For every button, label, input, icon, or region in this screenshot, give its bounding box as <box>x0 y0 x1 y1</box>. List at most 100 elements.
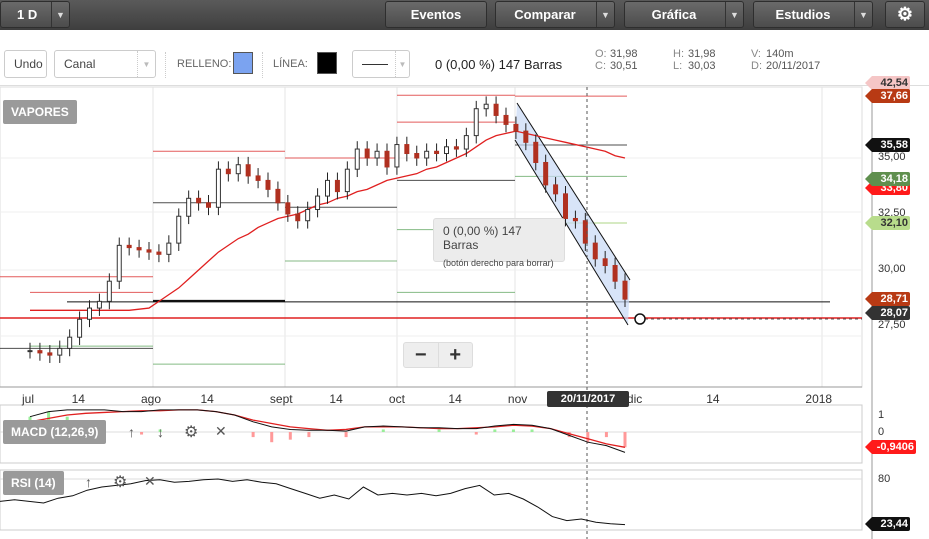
price-tag: 42,54 <box>865 75 910 90</box>
rsi-label: RSI (14) <box>3 471 64 495</box>
time-axis-label: 14 <box>200 392 214 406</box>
chart-type-button[interactable]: Gráfica ▼ <box>624 1 744 28</box>
candle-body <box>275 188 281 204</box>
time-axis-label: ago <box>141 392 162 406</box>
candle-body <box>136 247 142 251</box>
candle-body <box>394 144 400 168</box>
macd-pane <box>0 404 863 464</box>
candle-body <box>126 244 132 249</box>
measure-readout: 0 (0,00 %) 147 Barras <box>435 57 563 72</box>
line-label: LÍNEA: <box>273 58 308 70</box>
candle-body <box>265 179 271 190</box>
candle-body <box>523 130 529 143</box>
candle-body <box>453 146 459 150</box>
candle-body <box>186 197 192 217</box>
gear-icon: ⚙ <box>896 4 914 24</box>
macd-histogram-bar <box>381 429 385 432</box>
macd-histogram-bar <box>567 432 571 438</box>
events-label: Eventos <box>410 7 462 22</box>
price-axis-label: 30,00 <box>878 263 906 275</box>
price-tag: 34,18 <box>865 172 910 187</box>
chevron-down-icon: ▼ <box>854 2 872 27</box>
arrow-down-icon[interactable]: ↓ <box>157 424 164 440</box>
ohlc-high-low: H: 31,98 L: 30,03 <box>673 48 716 72</box>
tooltip-line1: 0 (0,00 %) 147 Barras <box>443 224 522 252</box>
macd-axis-label: 0 <box>878 426 885 438</box>
candle-body <box>225 168 231 175</box>
channel-lower-line <box>514 139 629 326</box>
candle-body <box>374 150 380 159</box>
undo-button[interactable]: Undo <box>4 50 47 78</box>
candle-body <box>96 300 102 309</box>
candle-body <box>384 150 390 168</box>
settings-button[interactable]: ⚙ <box>885 1 925 28</box>
compare-button[interactable]: Comparar ▼ <box>495 1 615 28</box>
candle-body <box>116 244 122 282</box>
fill-label: RELLENO: <box>177 58 232 70</box>
line-style-preview <box>362 63 388 65</box>
macd-histogram-bar <box>604 432 608 438</box>
candle-body <box>404 144 410 155</box>
candle-body <box>344 168 350 193</box>
undo-label: Undo <box>14 57 43 71</box>
price-axis-label: 35,00 <box>878 151 906 163</box>
candle-body <box>305 209 311 222</box>
macd-value-tag: -0,9406 <box>865 440 916 454</box>
candle-body <box>77 318 83 338</box>
candle-body <box>563 193 568 219</box>
chevron-down-icon: ▼ <box>596 2 614 27</box>
divider <box>165 52 166 78</box>
candle-body <box>315 195 321 211</box>
candle-body <box>503 114 509 125</box>
candle-body <box>47 352 53 356</box>
drawing-tool-select[interactable]: Canal ▼ <box>54 50 156 78</box>
candle-body <box>215 168 221 208</box>
candle-body <box>513 123 519 132</box>
macd-histogram-bar <box>140 432 144 435</box>
zoom-in-button[interactable]: + <box>449 343 462 366</box>
studies-button[interactable]: Estudios ▼ <box>753 1 873 28</box>
arrow-up-icon[interactable]: ↑ <box>128 424 135 440</box>
time-axis-label: sept <box>269 392 293 406</box>
line-color-swatch[interactable] <box>317 52 337 74</box>
candle-body <box>176 215 182 244</box>
gear-icon[interactable]: ⚙ <box>184 424 199 441</box>
macd-histogram-bar <box>474 432 478 435</box>
candle-body <box>483 103 489 110</box>
chevron-down-icon: ▼ <box>725 2 743 27</box>
macd-histogram-bar <box>251 432 255 438</box>
candle-body <box>27 350 33 353</box>
period-label: 1 D <box>17 7 38 22</box>
candle-body <box>146 249 152 253</box>
period-select[interactable]: 1 D ▼ <box>0 1 70 28</box>
line-style-select[interactable]: ▼ <box>352 50 410 78</box>
candle-body <box>87 307 92 320</box>
time-axis-label: 14 <box>706 392 720 406</box>
ohlc-volume-date: V: 140m D: 20/11/2017 <box>751 48 821 72</box>
events-button[interactable]: Eventos <box>385 1 487 28</box>
fill-color-swatch[interactable] <box>233 52 253 74</box>
zoom-controls: − + <box>403 342 473 368</box>
candle-body <box>463 135 469 150</box>
candle-body <box>592 242 598 260</box>
studies-label: Estudios <box>775 7 831 22</box>
rsi-line <box>0 478 626 526</box>
time-axis-label: 14 <box>448 392 462 406</box>
time-axis-label: 14 <box>71 392 85 406</box>
time-axis-label: 14 <box>329 392 343 406</box>
close-icon[interactable]: ✕ <box>215 423 227 439</box>
zoom-out-button[interactable]: − <box>404 343 439 367</box>
arrow-up-icon[interactable]: ↑ <box>85 474 92 490</box>
candle-body <box>67 336 73 349</box>
macd-histogram-bar <box>511 429 515 432</box>
macd-histogram-bar <box>270 432 274 443</box>
macd-signal-line <box>29 409 626 448</box>
macd-histogram-bar <box>158 429 162 432</box>
candle-body <box>285 202 291 215</box>
candle-body <box>444 146 449 155</box>
channel-fill <box>515 103 630 325</box>
close-icon[interactable]: ✕ <box>144 473 156 489</box>
time-axis-label: 2018 <box>805 392 833 406</box>
gear-icon[interactable]: ⚙ <box>113 474 128 491</box>
